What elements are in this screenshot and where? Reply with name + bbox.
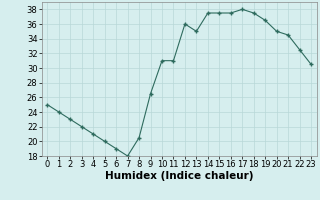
- X-axis label: Humidex (Indice chaleur): Humidex (Indice chaleur): [105, 171, 253, 181]
